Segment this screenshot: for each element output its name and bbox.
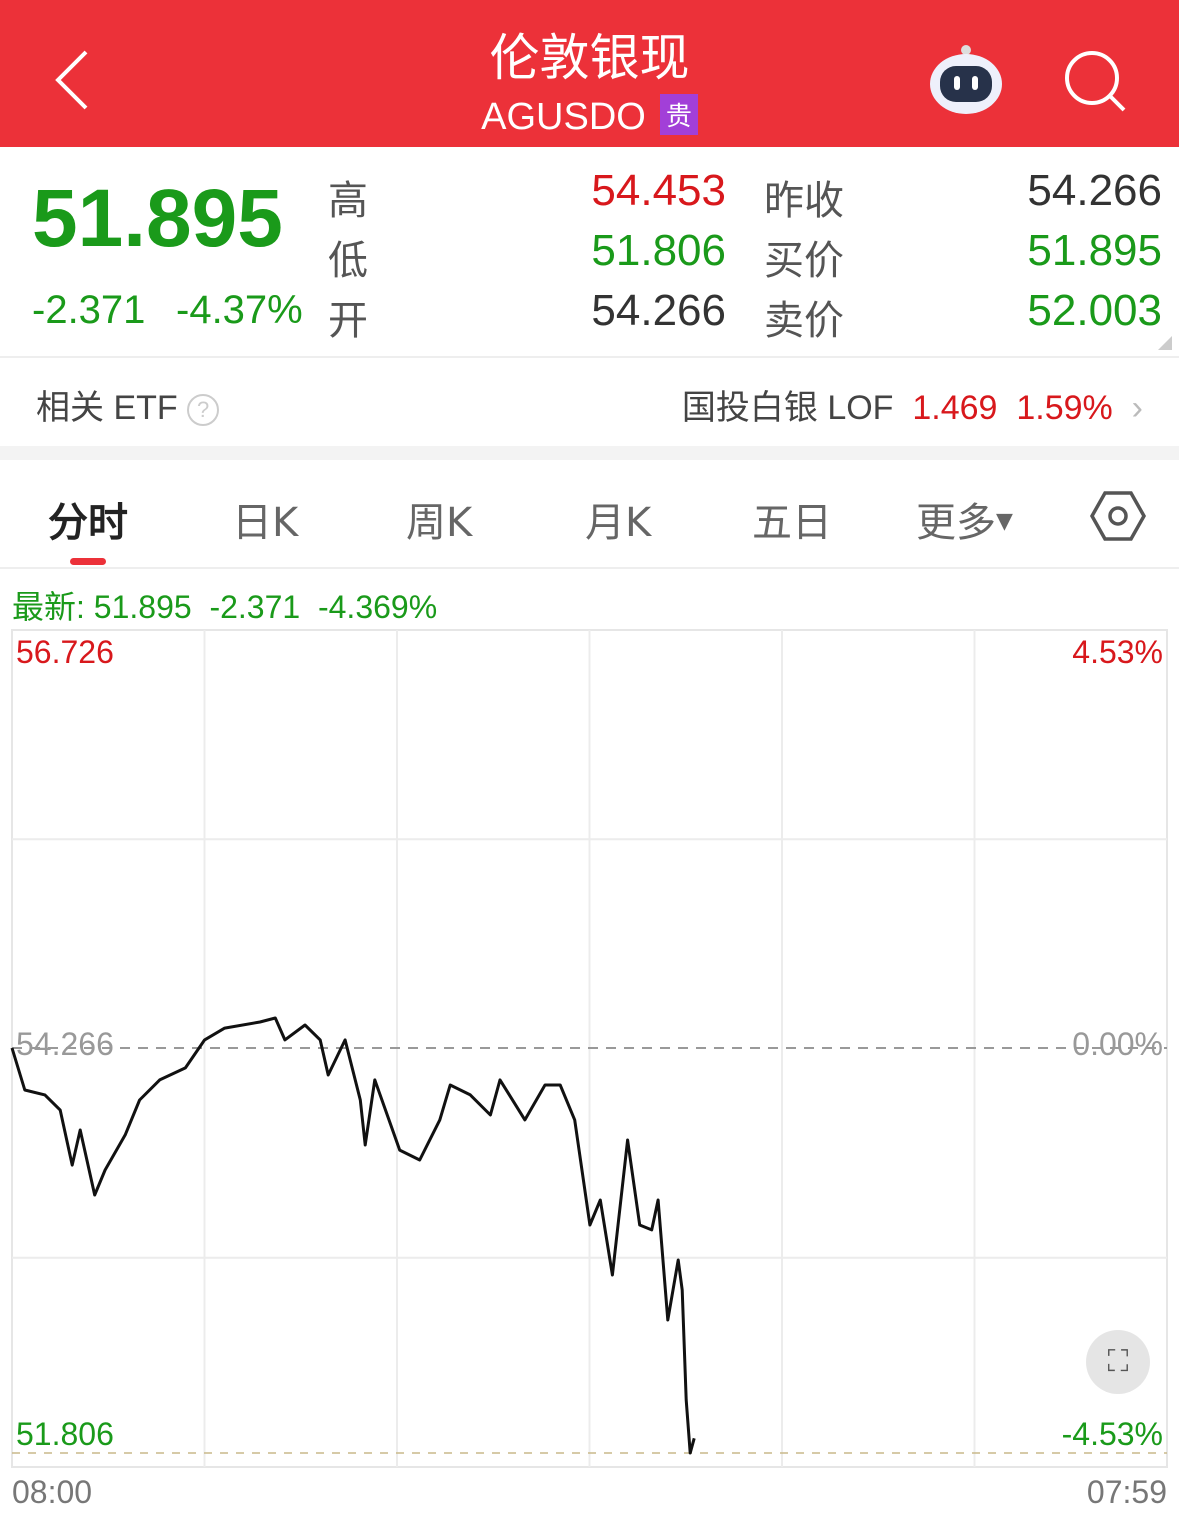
etf-label: 相关 ETF ? bbox=[36, 380, 220, 429]
latest-readout: 最新: 51.895 -2.371 -4.369% bbox=[12, 582, 437, 628]
prev-close-label: 昨收 bbox=[764, 178, 844, 224]
section-gap bbox=[0, 446, 1179, 460]
divider bbox=[0, 567, 1179, 569]
y-min-label: 51.806 bbox=[16, 1416, 114, 1452]
caret-down-icon: ▼ bbox=[996, 509, 1013, 534]
etf-pct: 1.59% bbox=[1016, 389, 1113, 427]
tab-monthly-k[interactable]: 月K bbox=[585, 500, 652, 546]
high-label: 高 bbox=[328, 178, 368, 224]
tab-intraday[interactable]: 分时 bbox=[48, 500, 128, 546]
y-max-label: 56.726 bbox=[16, 634, 114, 670]
tab-more[interactable]: 更多▼ bbox=[916, 490, 1013, 548]
tab-daily-k[interactable]: 日K bbox=[232, 500, 299, 546]
high-value: 54.453 bbox=[591, 166, 726, 215]
low-value: 51.806 bbox=[591, 226, 726, 275]
help-icon[interactable]: ? bbox=[187, 394, 220, 426]
ask-value: 52.003 bbox=[1027, 286, 1162, 335]
open-label: 开 bbox=[328, 298, 368, 344]
latest-label: 最新: bbox=[12, 589, 85, 625]
divider bbox=[0, 356, 1179, 358]
etf-name: 国投白银 LOF bbox=[681, 389, 894, 427]
robot-assistant-icon[interactable] bbox=[926, 42, 1006, 114]
page-title: 伦敦银现 bbox=[489, 29, 690, 87]
active-tab-indicator bbox=[70, 558, 106, 565]
low-label: 低 bbox=[328, 238, 368, 284]
bid-label: 买价 bbox=[764, 238, 844, 284]
fullscreen-button[interactable]: ⛶ bbox=[1086, 1330, 1150, 1394]
etf-price: 1.469 bbox=[912, 389, 998, 427]
category-badge: 贵 bbox=[659, 94, 698, 135]
bid-value: 51.895 bbox=[1027, 226, 1162, 275]
tab-more-label: 更多 bbox=[916, 500, 996, 546]
x-start-label: 08:00 bbox=[12, 1474, 93, 1510]
etf-label-text: 相关 ETF bbox=[36, 389, 178, 427]
ask-label: 卖价 bbox=[764, 298, 844, 344]
tab-five-day[interactable]: 五日 bbox=[752, 500, 832, 546]
pct-min-label: -4.53% bbox=[1061, 1416, 1163, 1452]
latest-pct: -4.369% bbox=[317, 589, 438, 625]
back-icon[interactable] bbox=[50, 48, 94, 112]
tab-weekly-k[interactable]: 周K bbox=[406, 500, 473, 546]
prev-close-value: 54.266 bbox=[1027, 166, 1162, 215]
current-price: 51.895 bbox=[32, 173, 283, 264]
x-end-label: 07:59 bbox=[1086, 1474, 1167, 1510]
price-line bbox=[10, 1016, 696, 1455]
etf-link[interactable]: 国投白银 LOF 1.469 1.59% › bbox=[682, 380, 1143, 429]
y-ref-label: 54.266 bbox=[16, 1026, 114, 1062]
top-bar: 伦敦银现 AGUSDO 贵 bbox=[0, 0, 1179, 147]
pct-ref-label: 0.00% bbox=[1072, 1026, 1163, 1062]
symbol-code: AGUSDO 贵 bbox=[0, 94, 1179, 139]
pct-max-label: 4.53% bbox=[1072, 634, 1163, 670]
latest-change: -2.371 bbox=[209, 589, 301, 625]
latest-price: 51.895 bbox=[93, 589, 192, 625]
settings-hexagon-icon[interactable] bbox=[1090, 488, 1146, 544]
code-text: AGUSDO bbox=[481, 96, 646, 138]
expand-corner-icon[interactable] bbox=[1158, 336, 1172, 350]
fullscreen-icon: ⛶ bbox=[1107, 1345, 1129, 1378]
chevron-right-icon: › bbox=[1131, 389, 1143, 427]
price-change: -2.371 bbox=[32, 288, 146, 332]
price-change-pct: -4.37% bbox=[176, 288, 303, 332]
open-value: 54.266 bbox=[591, 286, 726, 335]
search-icon[interactable] bbox=[1062, 48, 1128, 114]
